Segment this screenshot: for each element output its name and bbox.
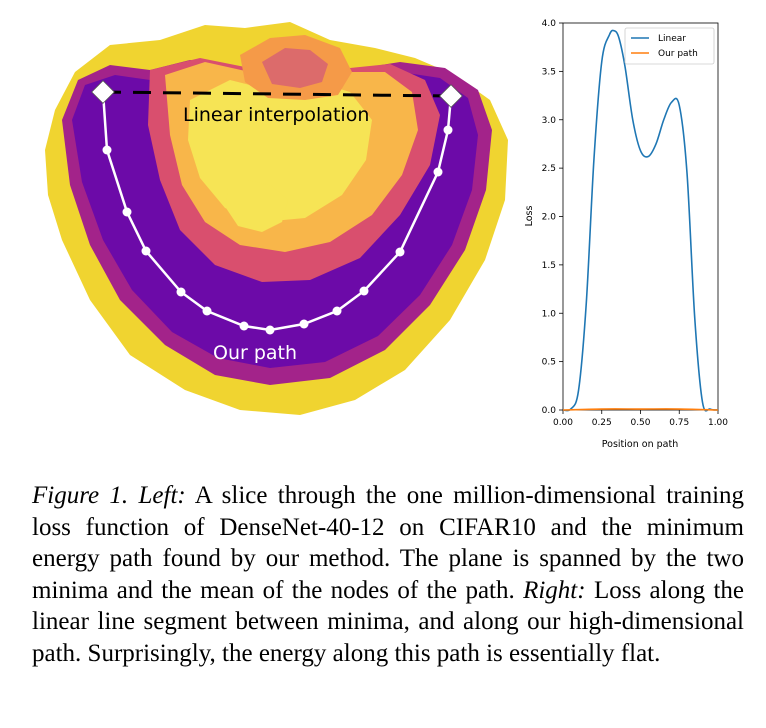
path-node-2 [122,207,132,217]
axis-ticks: 0.00 0.25 0.50 0.75 1.00 0.0 0.5 1.0 1.5 2.0 2.5 3.… [542,19,729,428]
path-node-10 [359,286,369,296]
y-tick-label: 1.0 [542,309,557,319]
y-tick-label: 1.5 [542,261,556,271]
path-node-13 [443,125,453,135]
caption-right-label: Right: [523,576,586,604]
path-node-11 [395,247,405,257]
y-tick-label: 3.5 [542,67,556,77]
figure-caption: Figure 1. Left: A slice through the one … [32,480,744,669]
path-node-9 [332,306,342,316]
x-tick-label: 0.50 [630,418,650,428]
caption-left-text: A slice through the one million-dimensio… [32,482,745,604]
series-line-linear [562,29,719,412]
loss-landscape-contour: Linear interpolation Our path [45,22,508,415]
path-node-1 [102,145,112,155]
path-node-5 [202,306,212,316]
caption-left-label: Left: [138,482,186,509]
y-tick-label: 2.5 [542,164,556,174]
contour-peak [262,48,328,88]
contour-bands [45,22,508,415]
our-path-label: Our path [213,342,297,364]
y-tick-label: 0.5 [542,358,556,368]
x-tick-label: 0.25 [592,418,612,428]
y-tick-label: 4.0 [542,19,557,29]
linear-interpolation-label: Linear interpolation [183,104,369,126]
x-axis-label: Position on path [602,439,678,450]
caption-figure-label: Figure 1. [32,482,129,509]
legend-box [624,27,715,65]
series-lines [562,29,719,412]
x-tick-label: 0.75 [669,418,689,428]
series-line-our-path [562,408,719,411]
contour-inner-low-region [226,180,288,232]
path-nodes [102,125,453,335]
minimum-right-marker [439,84,463,108]
path-node-4 [176,287,186,297]
path-node-7 [265,325,275,335]
path-node-8 [299,319,309,329]
y-tick-label: 3.0 [542,116,557,126]
legend-label-linear: Linear [658,34,686,44]
plot-frame [562,22,719,411]
path-node-12 [433,167,443,177]
x-tick-label: 0.00 [553,418,573,428]
y-tick-label: 0.0 [542,406,557,416]
caption-right-text: Loss along the linear line segment betwe… [32,576,744,667]
y-axis-label: Loss [524,206,535,227]
path-node-6 [239,321,249,331]
x-tick-label: 1.00 [708,418,728,428]
minimum-left-marker [91,80,115,104]
loss-along-path-chart: 0.00 0.25 0.50 0.75 1.00 0.0 0.5 1.0 1.5 2.0 2.5 3.… [524,19,729,450]
y-tick-label: 2.0 [542,213,557,223]
legend-label-our-path: Our path [658,49,698,59]
chart-legend: Linear Our path [624,27,715,65]
path-node-3 [141,246,151,256]
